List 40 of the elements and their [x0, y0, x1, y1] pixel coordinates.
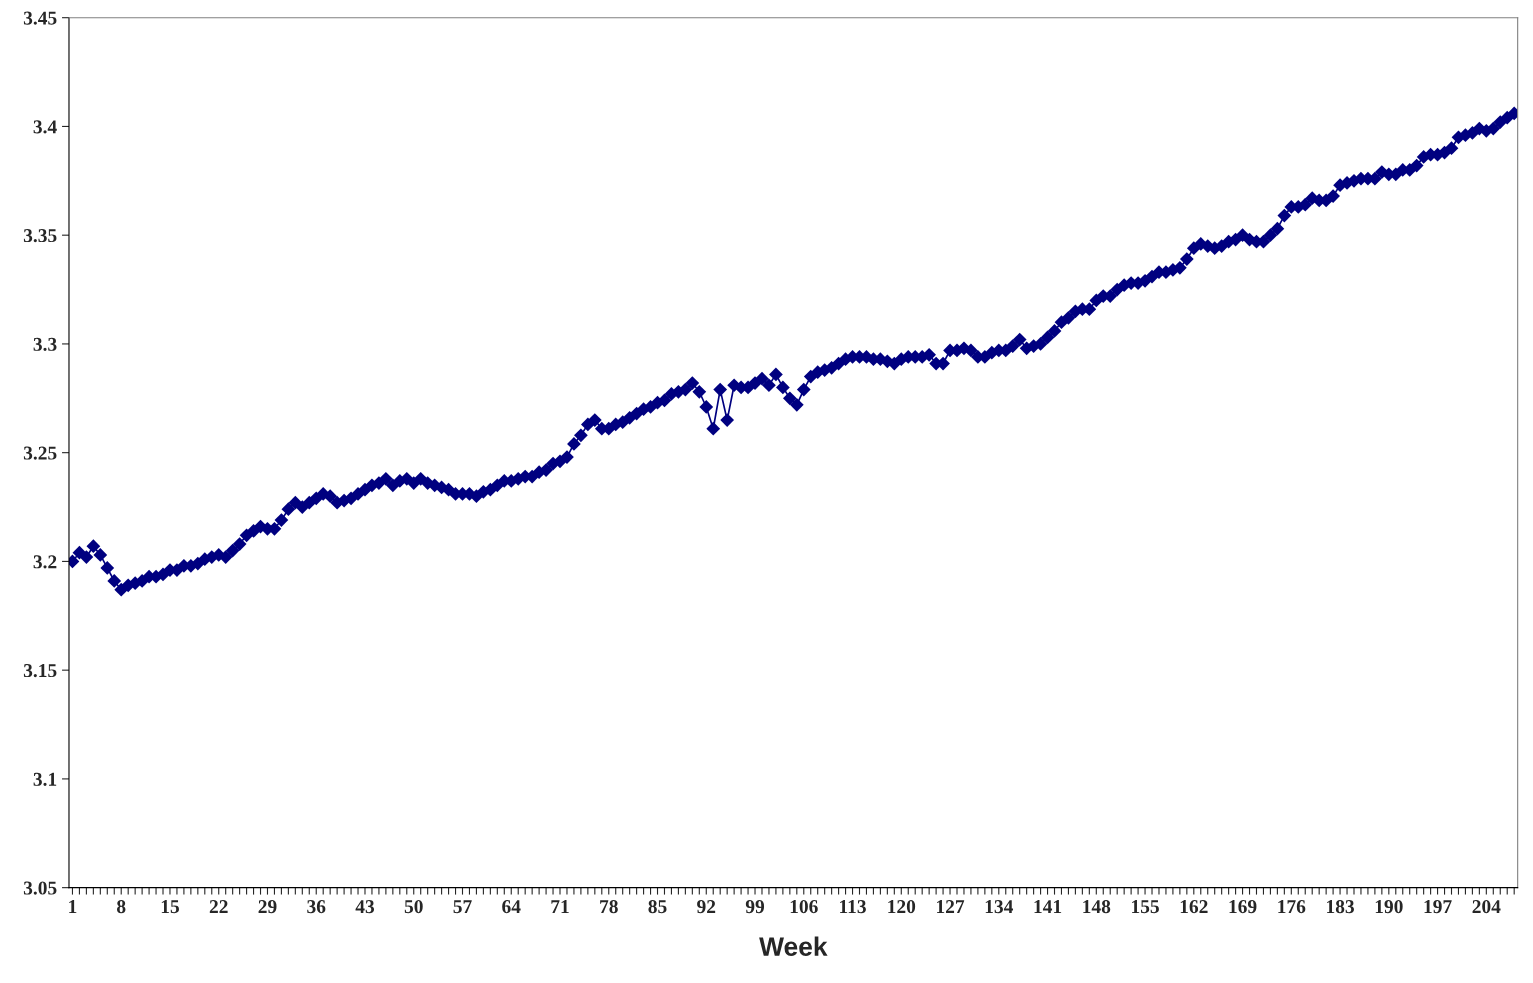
- x-tick-label: 22: [209, 900, 228, 913]
- x-tick-label: 183: [1327, 900, 1354, 914]
- x-tick-label: 176: [1278, 900, 1306, 914]
- x-tick-label: 64: [502, 900, 521, 914]
- y-tick-label: 3.05: [23, 881, 57, 895]
- x-tick-label: 85: [648, 900, 667, 914]
- x-tick-label: 8: [117, 900, 126, 914]
- y-tick-label: 3.15: [23, 664, 57, 678]
- x-tick-label: 50: [404, 900, 423, 914]
- y-tick-label: 3.35: [23, 229, 57, 243]
- x-tick-label: 92: [697, 900, 716, 914]
- x-tick-label: 43: [355, 900, 375, 914]
- x-tick-label: 71: [551, 900, 569, 913]
- y-tick-label: 3.3: [33, 337, 57, 351]
- y-tick-label: 3.2: [33, 555, 57, 569]
- x-tick-label: 204: [1472, 900, 1501, 914]
- x-tick-label: 134: [985, 900, 1014, 914]
- x-tick-label: 155: [1132, 900, 1159, 914]
- x-tick-label: 78: [600, 900, 618, 914]
- x-tick-label: 57: [453, 900, 472, 914]
- x-tick-label: 113: [840, 900, 866, 914]
- x-tick-label: 15: [161, 900, 179, 914]
- x-tick-label: 106: [790, 900, 818, 914]
- x-axis-title: Week: [759, 936, 828, 956]
- x-tick-label: 190: [1375, 900, 1403, 914]
- y-tick-label: 3.45: [23, 11, 57, 25]
- y-tick-label: 3.4: [33, 120, 57, 134]
- x-tick-label: 148: [1083, 900, 1111, 914]
- x-tick-label: 127: [937, 900, 965, 913]
- x-tick-label: 1: [69, 900, 77, 913]
- x-tick-label: 169: [1229, 900, 1257, 914]
- y-tick-label: 3.1: [33, 772, 57, 786]
- x-tick-label: 197: [1424, 900, 1452, 914]
- x-tick-label: 162: [1180, 900, 1208, 914]
- y-tick-label: 3.25: [23, 446, 57, 460]
- x-tick-label: 36: [307, 900, 326, 914]
- x-tick-label: 29: [258, 900, 277, 914]
- x-tick-label: 99: [745, 900, 765, 914]
- x-tick-label: 120: [888, 900, 916, 914]
- x-tick-label: 141: [1034, 900, 1062, 913]
